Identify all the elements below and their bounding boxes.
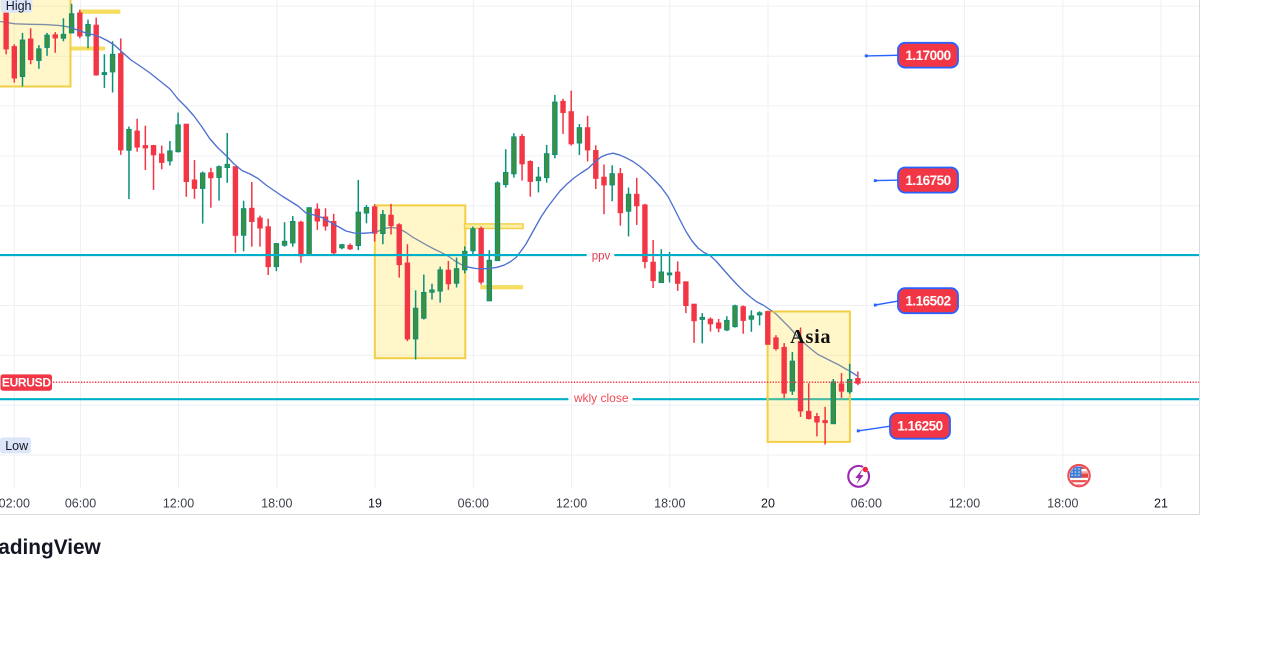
svg-text:High: High xyxy=(6,0,32,13)
svg-text:TradingView: TradingView xyxy=(0,536,102,559)
svg-text:ppv: ppv xyxy=(592,251,611,263)
svg-text:12:00: 12:00 xyxy=(163,497,194,511)
svg-text:06:00: 06:00 xyxy=(851,497,882,511)
svg-text:12:00: 12:00 xyxy=(556,497,587,511)
svg-text:06:00: 06:00 xyxy=(458,497,489,511)
svg-text:19: 19 xyxy=(368,497,382,511)
svg-text:18:00: 18:00 xyxy=(261,497,292,511)
svg-text:20: 20 xyxy=(761,497,775,511)
svg-text:1.17000: 1.17000 xyxy=(905,48,950,63)
svg-text:21: 21 xyxy=(1154,497,1168,511)
svg-text:Asia: Asia xyxy=(790,326,831,348)
svg-text:12:00: 12:00 xyxy=(949,497,980,511)
svg-text:1.16502: 1.16502 xyxy=(905,294,950,309)
svg-text:18:00: 18:00 xyxy=(1047,497,1078,511)
svg-text:EURUSD: EURUSD xyxy=(2,376,52,390)
svg-text:18:00: 18:00 xyxy=(654,497,685,511)
svg-text:1.16750: 1.16750 xyxy=(905,173,950,188)
svg-text:1.16250: 1.16250 xyxy=(897,419,942,434)
svg-text:wkly close: wkly close xyxy=(573,391,629,405)
svg-text:Low: Low xyxy=(5,439,29,453)
svg-text:06:00: 06:00 xyxy=(65,497,96,511)
svg-text:02:00: 02:00 xyxy=(0,497,30,511)
